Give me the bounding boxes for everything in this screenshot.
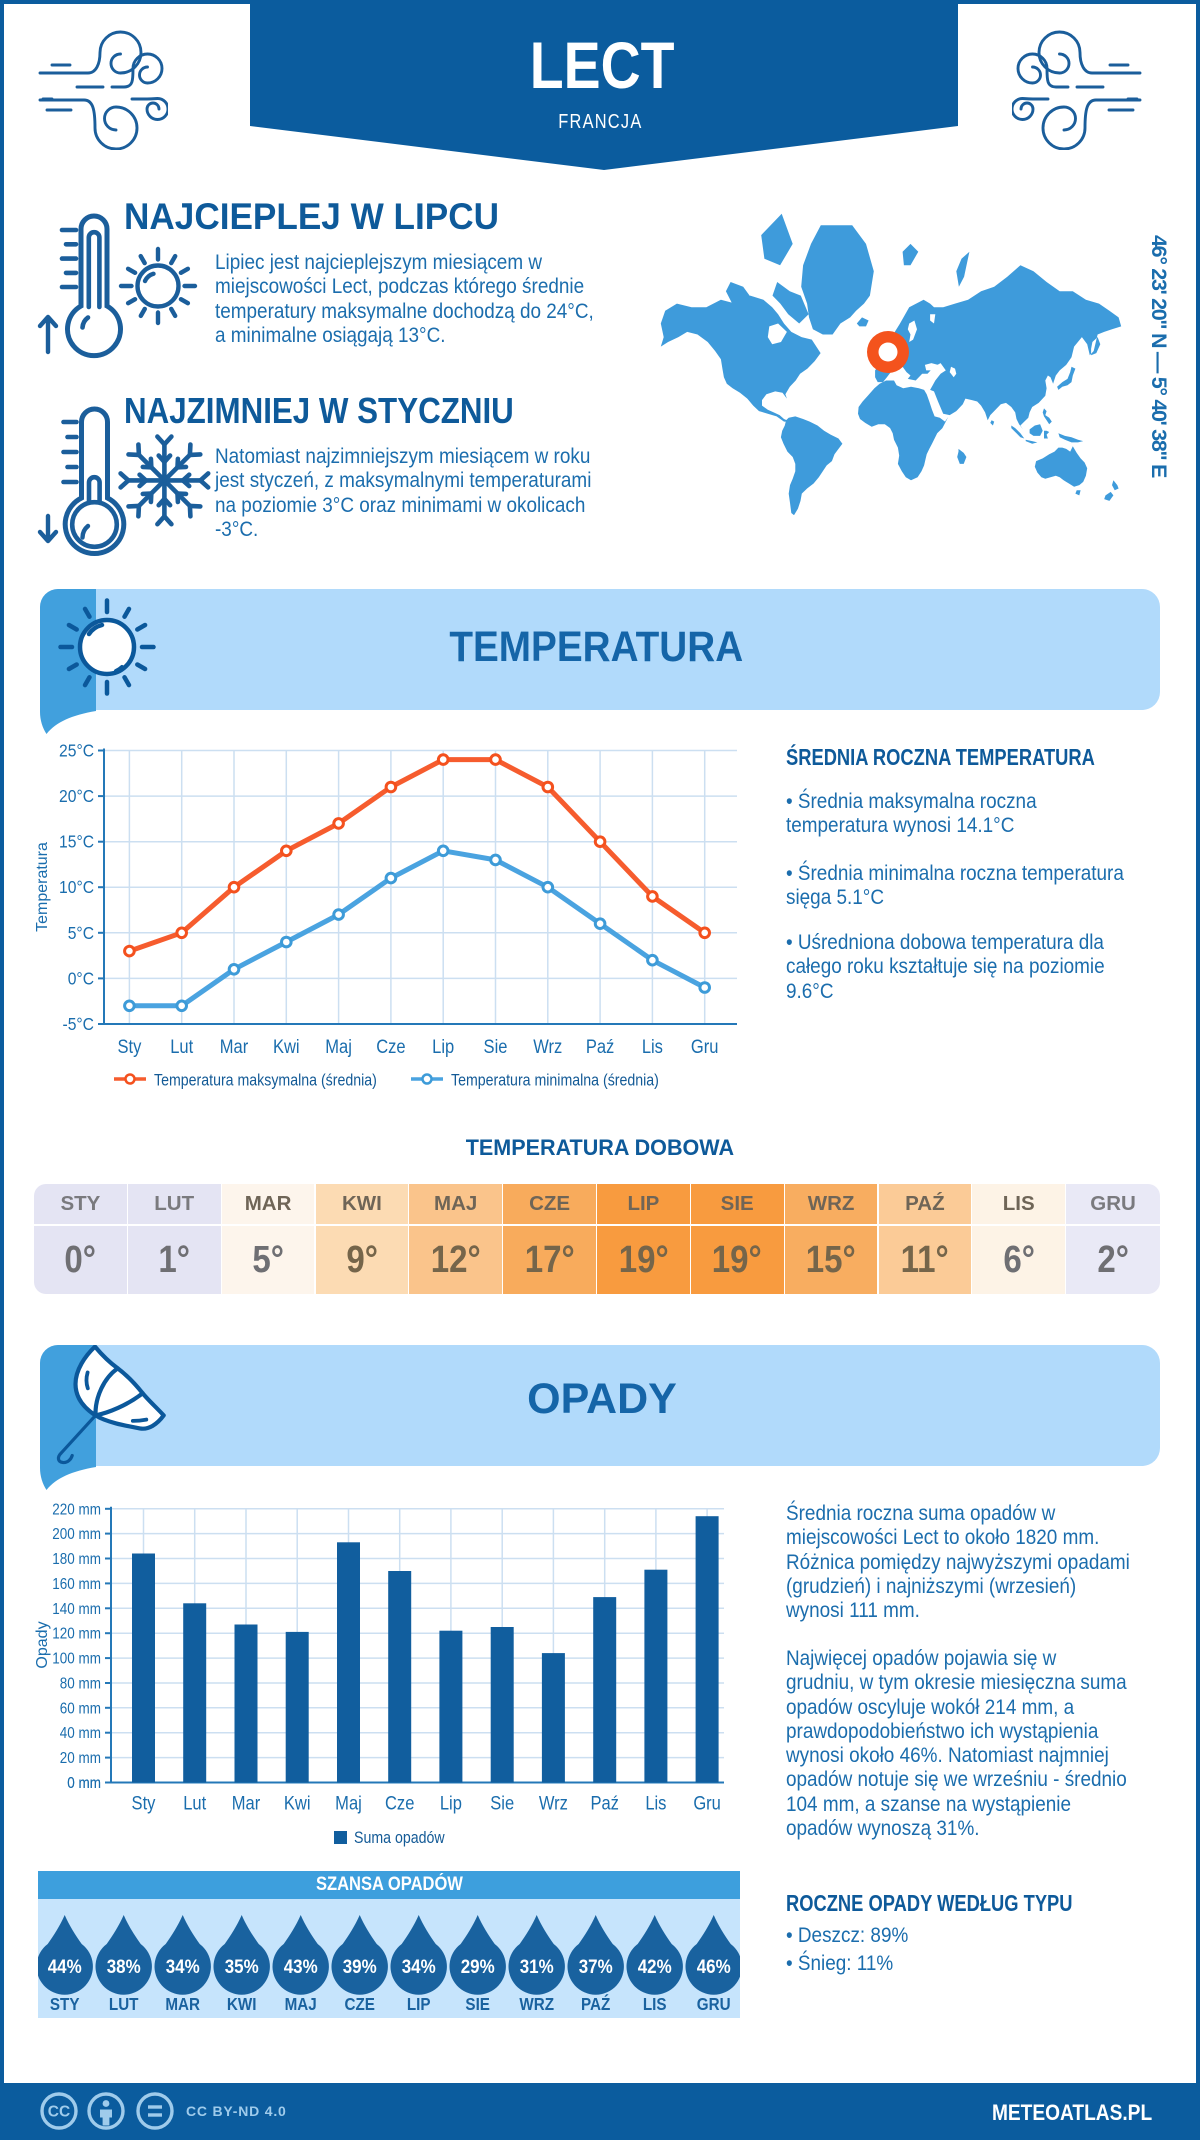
svg-text:34%: 34% [166,1955,200,1977]
svg-text:0 mm: 0 mm [67,1775,101,1792]
svg-text:Sie: Sie [490,1792,514,1813]
svg-text:Gru: Gru [693,1792,721,1813]
svg-text:Lip: Lip [440,1792,462,1813]
svg-text:CC: CC [48,2104,70,2121]
svg-text:Kwi: Kwi [273,1036,300,1057]
svg-text:40 mm: 40 mm [60,1725,101,1742]
svg-text:Maj: Maj [325,1036,352,1057]
svg-text:Maj: Maj [335,1792,362,1813]
svg-text:KWI: KWI [227,1995,257,2014]
svg-text:CZE: CZE [344,1995,374,2014]
svg-text:Lip: Lip [432,1036,454,1057]
svg-text:STY: STY [50,1995,80,2014]
svg-text:Sty: Sty [117,1036,141,1057]
svg-text:-5°C: -5°C [63,1014,94,1034]
svg-text:Sty: Sty [132,1792,156,1813]
svg-text:MAJ: MAJ [285,1995,317,2014]
svg-text:Cze: Cze [376,1036,405,1057]
svg-text:Mar: Mar [232,1792,261,1813]
svg-text:200 mm: 200 mm [52,1526,101,1543]
svg-text:PAŹ: PAŹ [581,1994,610,2014]
svg-text:Wrz: Wrz [539,1792,568,1813]
svg-text:Sie: Sie [484,1036,508,1057]
svg-text:43%: 43% [284,1955,318,1977]
svg-text:34%: 34% [402,1955,436,1977]
svg-text:Suma opadów: Suma opadów [354,1829,445,1847]
svg-text:LIS: LIS [643,1995,667,2014]
svg-text:5°C: 5°C [68,923,94,943]
svg-text:39%: 39% [343,1955,377,1977]
svg-text:35%: 35% [225,1955,259,1977]
svg-text:Opady: Opady [34,1621,51,1668]
svg-text:20 mm: 20 mm [60,1750,101,1767]
svg-text:25°C: 25°C [59,740,94,760]
svg-text:0°C: 0°C [68,968,94,988]
svg-text:0 mm: 0 mm [67,1775,101,1792]
svg-text:31%: 31% [520,1955,554,1977]
svg-text:WRZ: WRZ [519,1995,554,2014]
svg-text:140 mm: 140 mm [52,1601,101,1618]
svg-text:Gru: Gru [691,1036,719,1057]
svg-text:Paź: Paź [586,1036,615,1057]
svg-text:Lut: Lut [170,1036,193,1057]
svg-text:42%: 42% [638,1955,672,1977]
svg-text:Paź: Paź [590,1792,619,1813]
svg-text:Cze: Cze [385,1792,414,1813]
svg-text:Lut: Lut [183,1792,206,1813]
svg-text:Kwi: Kwi [284,1792,311,1813]
svg-text:Mar: Mar [220,1036,249,1057]
svg-text:Temperatura: Temperatura [34,842,51,932]
svg-text:LUT: LUT [109,1995,139,2014]
svg-text:15°C: 15°C [59,832,94,852]
svg-text:GRU: GRU [697,1995,731,2014]
svg-text:Lis: Lis [645,1792,666,1813]
svg-text:LIP: LIP [407,1995,431,2014]
svg-text:220 mm: 220 mm [52,1501,101,1518]
svg-text:MAR: MAR [165,1995,200,2014]
svg-text:46%: 46% [697,1955,731,1977]
svg-text:Wrz: Wrz [533,1036,562,1057]
svg-text:Temperatura minimalna (średnia: Temperatura minimalna (średnia) [451,1072,659,1090]
svg-text:160 mm: 160 mm [52,1576,101,1593]
svg-text:60 mm: 60 mm [60,1700,101,1717]
svg-text:10°C: 10°C [59,877,94,897]
svg-text:SIE: SIE [465,1995,490,2014]
svg-text:100 mm: 100 mm [52,1651,101,1668]
svg-text:Temperatura maksymalna (średni: Temperatura maksymalna (średnia) [154,1072,377,1090]
svg-text:120 mm: 120 mm [52,1626,101,1643]
svg-text:37%: 37% [579,1955,613,1977]
svg-text:Lis: Lis [642,1036,663,1057]
svg-text:80 mm: 80 mm [60,1676,101,1693]
svg-text:29%: 29% [461,1955,495,1977]
svg-text:180 mm: 180 mm [52,1551,101,1568]
svg-text:44%: 44% [48,1955,82,1977]
svg-text:20°C: 20°C [59,786,94,806]
svg-text:38%: 38% [107,1955,141,1977]
